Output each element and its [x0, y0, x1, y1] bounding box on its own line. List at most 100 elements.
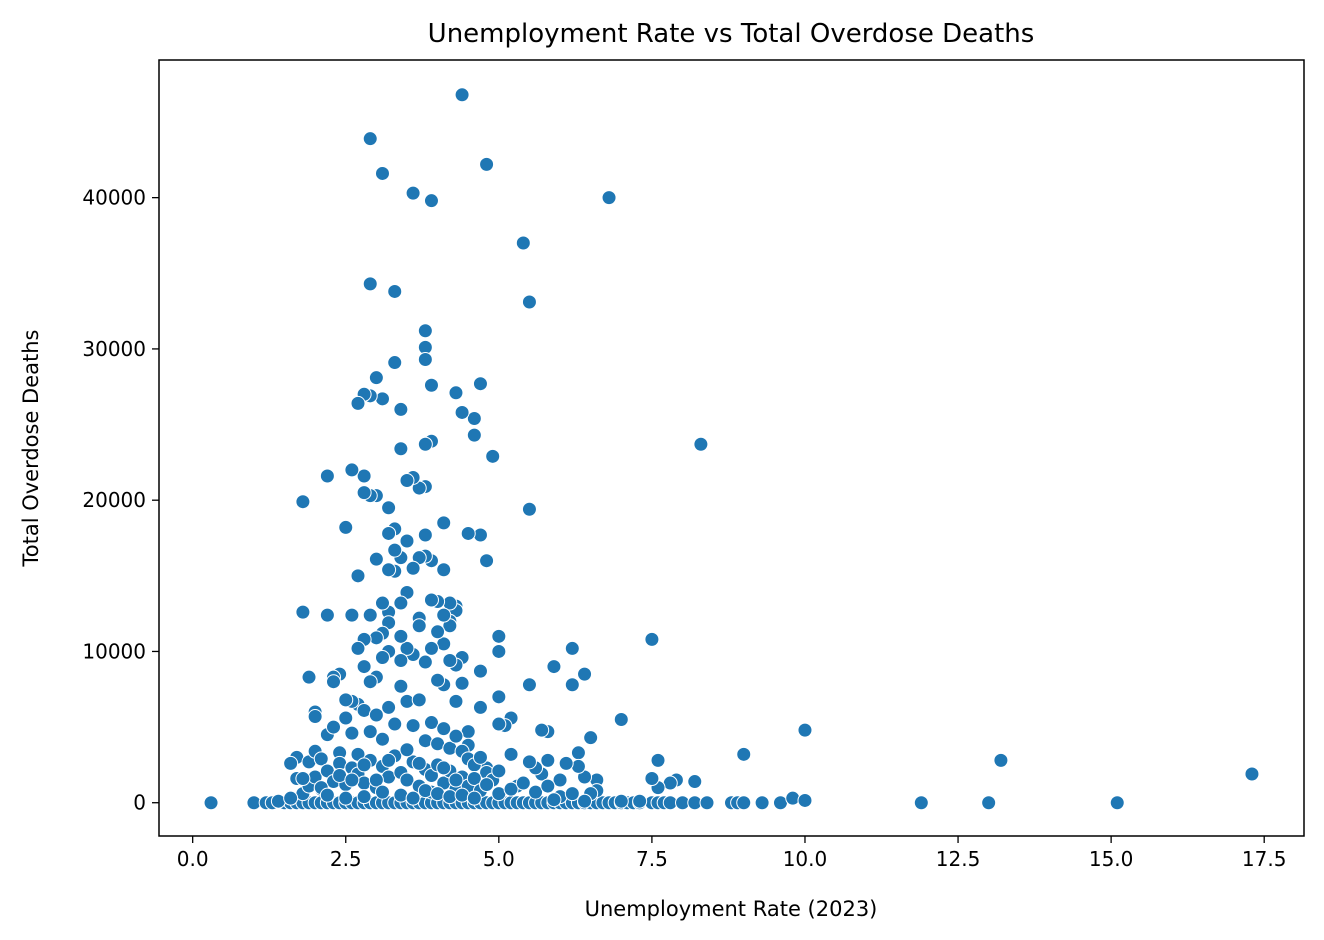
data-point — [546, 792, 562, 808]
data-point — [785, 790, 801, 806]
x-tick-label: 2.5 — [330, 847, 362, 871]
data-point — [411, 692, 427, 708]
data-point — [362, 131, 378, 147]
data-point — [436, 760, 452, 776]
data-point — [417, 436, 433, 452]
data-point — [448, 772, 464, 788]
data-point — [338, 790, 354, 806]
data-point — [356, 659, 372, 675]
data-point — [393, 628, 409, 644]
data-point — [362, 607, 378, 623]
data-point — [405, 790, 421, 806]
data-point — [374, 165, 390, 181]
data-point — [344, 607, 360, 623]
data-point — [381, 699, 397, 715]
data-point — [344, 725, 360, 741]
data-point — [356, 485, 372, 501]
data-point — [472, 527, 488, 543]
data-point — [399, 533, 415, 549]
data-point — [356, 468, 372, 484]
data-point — [1244, 766, 1260, 782]
data-point — [613, 793, 629, 809]
data-point — [564, 640, 580, 656]
y-tick-label: 10000 — [82, 639, 146, 663]
data-point — [515, 235, 531, 251]
data-point — [374, 595, 390, 611]
y-tick-label: 30000 — [82, 337, 146, 361]
data-point — [423, 592, 439, 608]
data-point — [540, 752, 556, 768]
data-point — [301, 669, 317, 685]
data-point — [381, 525, 397, 541]
data-point — [387, 355, 403, 371]
data-point — [442, 653, 458, 669]
data-point — [374, 650, 390, 666]
points-layer — [203, 87, 1260, 811]
data-point — [570, 758, 586, 774]
data-point — [466, 427, 482, 443]
data-point — [344, 772, 360, 788]
data-point — [503, 781, 519, 797]
data-point — [399, 693, 415, 709]
data-point — [472, 699, 488, 715]
data-point — [411, 755, 427, 771]
x-axis-ticks: 0.0 2.5 5.0 7.5 10.0 12.5 15.0 17.5 — [177, 836, 1286, 871]
data-point — [374, 731, 390, 747]
x-axis-label: Unemployment Rate (2023) — [585, 897, 878, 921]
data-point — [430, 624, 446, 640]
y-tick-label: 0 — [133, 791, 146, 815]
data-point — [319, 607, 335, 623]
data-point — [362, 674, 378, 690]
data-point — [479, 777, 495, 793]
data-point — [913, 795, 929, 811]
data-point — [405, 718, 421, 734]
data-point — [613, 712, 629, 728]
data-point — [417, 733, 433, 749]
y-axis-ticks: 0 10000 20000 30000 40000 — [82, 186, 159, 815]
data-point — [405, 185, 421, 201]
data-point — [521, 294, 537, 310]
data-point — [491, 628, 507, 644]
data-point — [405, 560, 421, 576]
data-point — [1109, 795, 1125, 811]
data-point — [338, 519, 354, 535]
data-point — [466, 411, 482, 427]
data-point — [436, 607, 452, 623]
data-point — [417, 654, 433, 670]
data-point — [423, 640, 439, 656]
data-point — [399, 640, 415, 656]
data-point — [454, 675, 470, 691]
data-point — [436, 515, 452, 531]
data-point — [417, 352, 433, 368]
data-point — [528, 784, 544, 800]
data-point — [650, 752, 666, 768]
data-point — [552, 772, 568, 788]
x-tick-label: 12.5 — [936, 847, 981, 871]
data-point — [534, 722, 550, 738]
data-point — [583, 730, 599, 746]
data-point — [430, 786, 446, 802]
y-axis-label: Total Overdose Deaths — [19, 329, 43, 567]
data-point — [546, 659, 562, 675]
plot-frame — [158, 59, 1305, 837]
data-point — [368, 551, 384, 567]
data-point — [313, 751, 329, 767]
data-point — [368, 630, 384, 646]
y-tick-label: 20000 — [82, 488, 146, 512]
data-point — [515, 775, 531, 791]
data-point — [326, 674, 342, 690]
chart-title: Unemployment Rate vs Total Overdose Deat… — [428, 19, 1035, 49]
data-point — [436, 721, 452, 737]
data-point — [387, 542, 403, 558]
data-point — [491, 689, 507, 705]
data-point — [338, 710, 354, 726]
data-point — [362, 724, 378, 740]
data-point — [374, 391, 390, 407]
data-point — [460, 525, 476, 541]
data-point — [399, 473, 415, 489]
data-point — [632, 793, 648, 809]
data-point — [736, 746, 752, 762]
data-point — [644, 771, 660, 787]
data-point — [558, 755, 574, 771]
